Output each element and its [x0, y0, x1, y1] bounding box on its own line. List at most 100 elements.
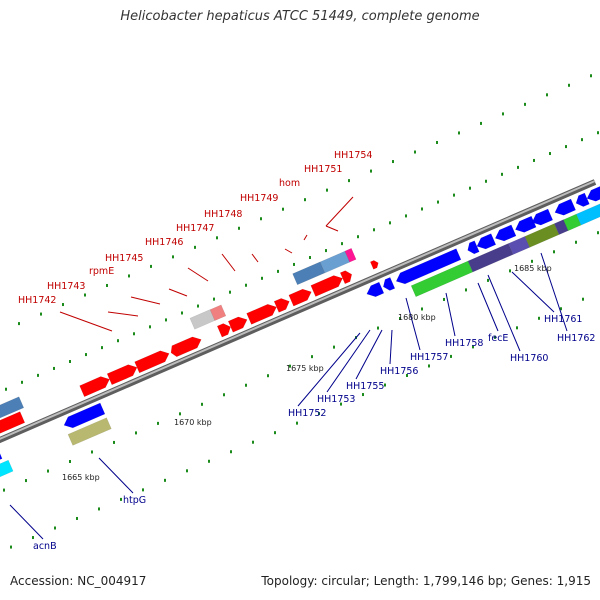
leader-line: [297, 332, 361, 407]
scale-dot: [76, 516, 78, 520]
gene-label: HH1760: [510, 353, 548, 364]
gene-feature: [319, 250, 351, 274]
scale-dot: [40, 312, 42, 316]
gene-feature: [67, 417, 112, 446]
scale-dot: [179, 412, 181, 416]
gene-feature: [310, 275, 343, 297]
scale-dot: [373, 228, 375, 232]
scale-dot: [98, 507, 100, 511]
scale-dot: [469, 186, 471, 190]
gene-label: HH1745: [105, 253, 143, 264]
leader-line: [487, 274, 521, 352]
scale-dot: [405, 214, 407, 218]
scale-dot: [472, 345, 474, 349]
scale-dot: [282, 207, 284, 211]
scale-dot: [84, 293, 86, 297]
scale-dot: [25, 479, 27, 483]
gene-feature: [0, 411, 26, 438]
scale-dot: [53, 366, 55, 370]
leader-line: [445, 292, 456, 337]
gene-label: fecE: [488, 333, 508, 344]
gene-feature: [369, 260, 379, 270]
gene-feature: [575, 192, 590, 207]
gene-feature: [288, 288, 312, 307]
scale-dot: [399, 317, 401, 321]
scale-dot: [531, 259, 533, 263]
scale-dot: [560, 307, 562, 311]
gene-feature: [366, 281, 385, 297]
scale-dot: [501, 172, 503, 176]
leader-line: [168, 288, 188, 297]
gene-label: HH1753: [317, 394, 355, 405]
gene-label: htpG: [123, 495, 146, 506]
scale-dot: [549, 152, 551, 156]
scale-dot: [325, 249, 327, 253]
gene-label: hom: [279, 178, 300, 189]
gene-feature: [383, 276, 396, 291]
gene-feature: [586, 184, 600, 202]
scale-dot: [516, 326, 518, 330]
scale-dot: [370, 169, 372, 173]
genome-backbone: [0, 179, 597, 444]
tick-label: 1685 kbp: [514, 264, 552, 273]
scale-dot: [377, 326, 379, 330]
scale-dot: [509, 269, 511, 273]
gene-feature: [0, 459, 14, 484]
scale-dot: [62, 303, 64, 307]
gene-feature: [467, 243, 514, 273]
scale-dot: [485, 179, 487, 183]
scale-dot: [197, 304, 199, 308]
scale-dot: [101, 346, 103, 350]
scale-dot: [106, 283, 108, 287]
leader-line: [251, 253, 259, 263]
scale-dot: [565, 145, 567, 149]
leader-line: [325, 196, 354, 227]
gene-feature: [63, 402, 106, 429]
gene-label: HH1755: [346, 381, 384, 392]
leader-line: [107, 311, 139, 317]
scale-dot: [575, 240, 577, 244]
gene-label: HH1751: [304, 164, 342, 175]
gene-feature: [0, 396, 25, 432]
tick-label: 1675 kbp: [286, 364, 324, 373]
scale-dots: [3, 74, 599, 549]
scale-dot: [348, 179, 350, 183]
scale-dot: [213, 297, 215, 301]
scale-dot: [201, 402, 203, 406]
scale-dot: [157, 421, 159, 425]
accession-text: Accession: NC_004917: [10, 574, 147, 588]
leader-line: [59, 311, 113, 332]
scale-dot: [229, 290, 231, 294]
scale-dot: [533, 158, 535, 162]
scale-dot: [414, 150, 416, 154]
leader-line: [511, 271, 555, 313]
scale-dot: [181, 311, 183, 315]
scale-dot: [341, 242, 343, 246]
leader-line: [389, 329, 393, 365]
scale-dot: [309, 256, 311, 260]
scale-dot: [238, 226, 240, 230]
leader-line: [9, 504, 44, 540]
scale-dot: [252, 440, 254, 444]
scale-dot: [150, 264, 152, 268]
scale-dot: [117, 339, 119, 343]
leader-line: [477, 282, 499, 332]
leader-line: [130, 296, 161, 305]
gene-feature: [531, 208, 554, 226]
gene-label: HH1747: [176, 223, 214, 234]
scale-dot: [85, 353, 87, 357]
scale-dot: [421, 307, 423, 311]
gene-label: acnB: [33, 541, 57, 552]
scale-dot: [428, 364, 430, 368]
scale-dot: [568, 83, 570, 87]
gene-label: HH1754: [334, 150, 372, 161]
gene-label: HH1762: [557, 333, 595, 344]
scale-dot: [32, 536, 34, 540]
scale-dot: [54, 526, 56, 530]
gene-label: HH1752: [288, 408, 326, 419]
scale-dot: [277, 269, 279, 273]
gene-feature: [106, 364, 138, 386]
scale-dot: [333, 345, 335, 349]
gene-label: HH1742: [18, 295, 56, 306]
scale-dot: [304, 198, 306, 202]
